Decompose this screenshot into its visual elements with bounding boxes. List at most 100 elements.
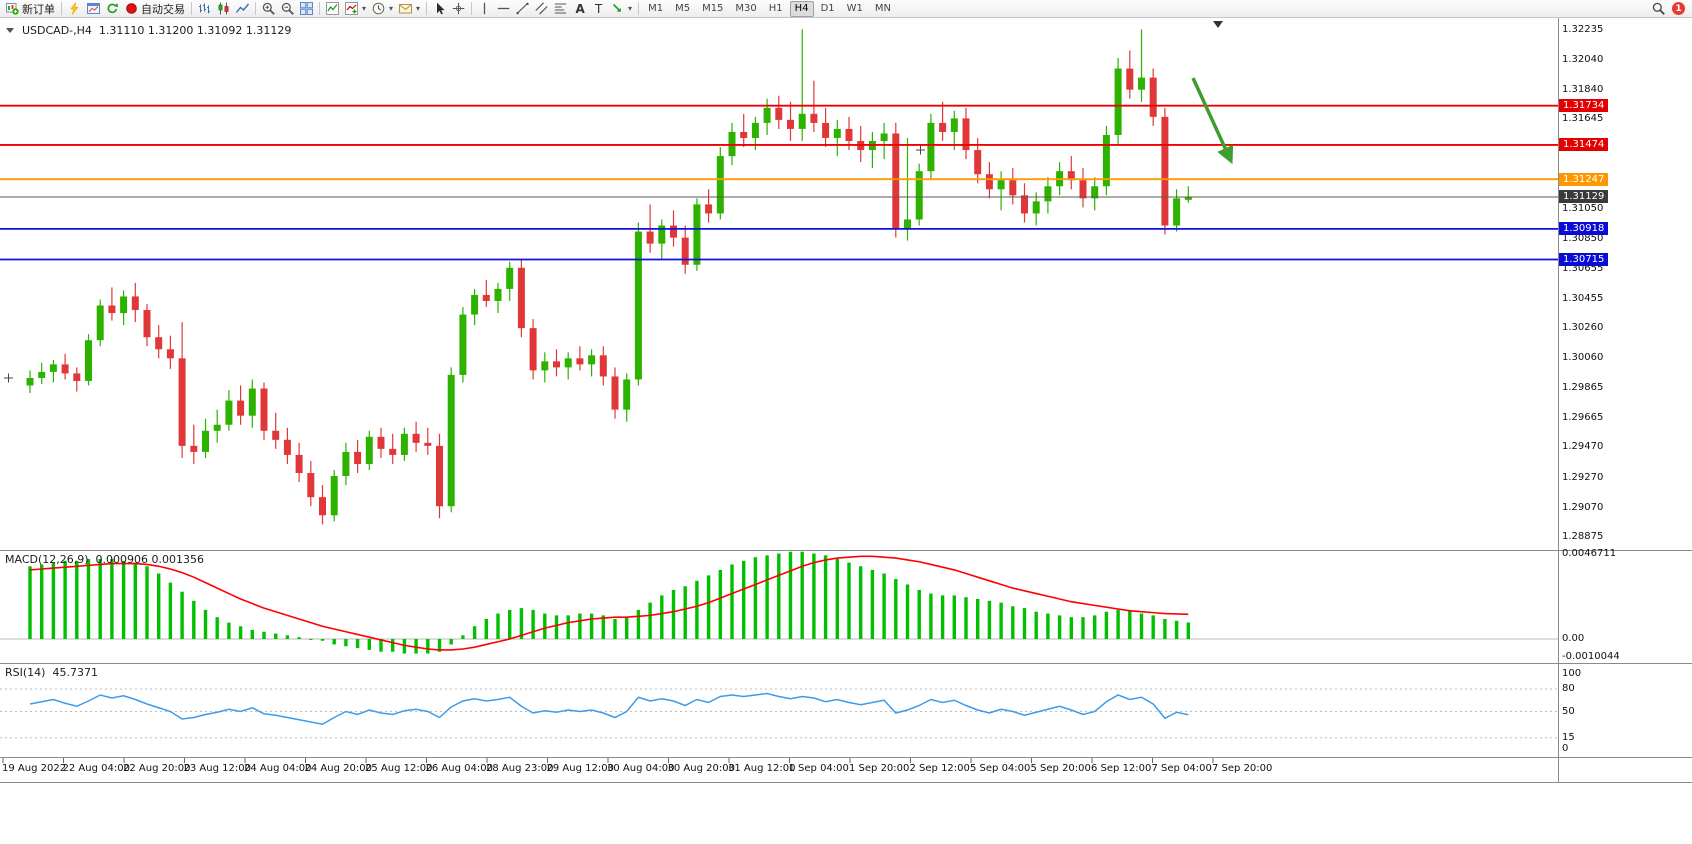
price-tag-1.31734: 1.31734 [1559,99,1609,113]
channel-tool-button[interactable] [532,0,551,17]
macd-histogram-bar [578,613,582,639]
crosshair-tool-button[interactable] [449,0,468,17]
timeframe-button-d1[interactable]: D1 [820,2,835,14]
trend-arrow[interactable] [1191,77,1234,165]
timeframe-button-m15[interactable]: M15 [702,2,724,14]
time-axis-label: 19 Aug 2022 [2,763,67,774]
time-axis-label: 5 Sep 04:00 [970,763,1031,774]
new-order-button[interactable]: 新订单 [3,0,58,17]
candle-body [49,364,57,372]
time-axis-label: 22 Aug 04:00 [62,763,130,774]
collapse-icon[interactable] [6,27,15,35]
time-axis-label: 24 Aug 04:00 [244,763,312,774]
macd-histogram-bar [1011,606,1015,639]
timeframe-button-m30[interactable]: M30 [735,2,757,14]
quick-chart-button[interactable] [65,0,84,17]
candle-body [1067,171,1075,181]
macd-histogram-bar [40,564,44,639]
macd-histogram-bar [566,615,570,639]
macd-histogram-bar [75,560,79,639]
macd-histogram-bar [589,613,594,639]
bars-chart-icon [198,2,211,15]
horizontal-line-tool-button[interactable] [494,0,513,17]
macd-histogram-bar [847,562,851,639]
time-axis-label: 26 Aug 04:00 [425,763,493,774]
toolbar-separator [319,2,320,15]
zoom-in-button[interactable] [259,0,278,17]
text-tool-button[interactable]: A [570,0,589,17]
refresh-icon [106,2,119,15]
price-axis-label: 1.30060 [1562,352,1604,364]
macd-histogram-bar [660,595,664,639]
candle-body [108,305,116,314]
label-tool-button[interactable]: T [589,0,608,17]
autotrading-button-label: 自动交易 [141,2,185,16]
dropdown-arrow-icon: ▾ [362,4,367,13]
macd-histogram-bar [531,609,535,639]
candle-body [681,237,689,265]
macd-histogram-bar [367,639,371,650]
candle-body [447,374,455,507]
hline-icon [497,2,510,15]
timeframe-button-h1[interactable]: H1 [768,2,783,14]
macd-histogram-bar [519,608,524,639]
chart-ohlc-header: USDCAD-,H4 1.31110 1.31200 1.31092 1.311… [6,24,291,37]
timeframe-button-mn[interactable]: MN [874,2,891,14]
cursor-icon [433,2,446,15]
rsi-axis-label: 100 [1562,668,1582,679]
time-axis-label: 1 Sep 20:00 [849,763,910,774]
rsi-axis-label: 50 [1562,705,1575,717]
candle-body [213,424,221,431]
chart-canvas[interactable] [0,18,1692,844]
timeframe-button-m1[interactable]: M1 [648,2,664,14]
macd-histogram-bar [999,602,1003,639]
macd-histogram-bar [1069,617,1073,639]
candle-body [798,113,806,129]
cross-marker [916,145,925,155]
templates-button[interactable]: ▾ [396,0,423,17]
time-axis-label: 24 Aug 20:00 [304,763,372,774]
zoom-out-button[interactable] [278,0,297,17]
add-indicator-button[interactable]: ▾ [342,0,369,17]
fibonacci-tool-button[interactable] [551,0,570,17]
toolbar-separator [426,2,428,15]
candle-body [225,400,233,425]
candle-body [787,119,794,129]
candle-body [634,231,642,380]
tile-windows-button[interactable] [297,0,316,17]
macd-histogram-bar [601,615,605,639]
candlestick-chart-button[interactable] [214,0,233,17]
autotrading-button[interactable]: 自动交易 [122,0,188,17]
svg-text:A: A [576,2,586,15]
refresh-button[interactable] [103,0,122,17]
new-chart-button[interactable] [84,0,103,17]
vertical-line-tool-button[interactable] [475,0,494,17]
macd-histogram-bar [1163,619,1167,639]
candle-body [904,219,911,229]
bar-chart-button[interactable] [195,0,214,17]
notification-badge[interactable]: 1 [1672,2,1685,15]
indicators-button[interactable] [323,0,342,17]
candle-body [997,180,1005,190]
search-button[interactable] [1649,0,1668,17]
timeframe-button-w1[interactable]: W1 [846,2,863,14]
candle-body [202,430,209,452]
macd-histogram-bar [636,609,641,639]
macd-histogram-bar [706,575,711,639]
arrows-tool-button[interactable]: ▾ [608,0,635,17]
trendline-tool-button[interactable] [513,0,532,17]
periods-button[interactable]: ▾ [369,0,396,17]
candle-body [1126,68,1134,90]
candle-body [26,377,34,386]
macd-signal-line [29,555,1189,651]
chart-symbol-period: USDCAD-,H4 [22,24,92,37]
price-axis-label: 1.29470 [1562,441,1604,453]
timeframe-button-m5[interactable]: M5 [675,2,691,14]
chart-shift-marker[interactable] [1213,21,1223,28]
line-chart-button[interactable] [233,0,252,17]
macd-histogram-bar [379,639,383,652]
toolbar-separator [61,2,62,15]
cursor-tool-button[interactable] [430,0,449,17]
timeframe-button-h4[interactable]: H4 [789,0,814,17]
tile-windows-icon [300,2,313,15]
